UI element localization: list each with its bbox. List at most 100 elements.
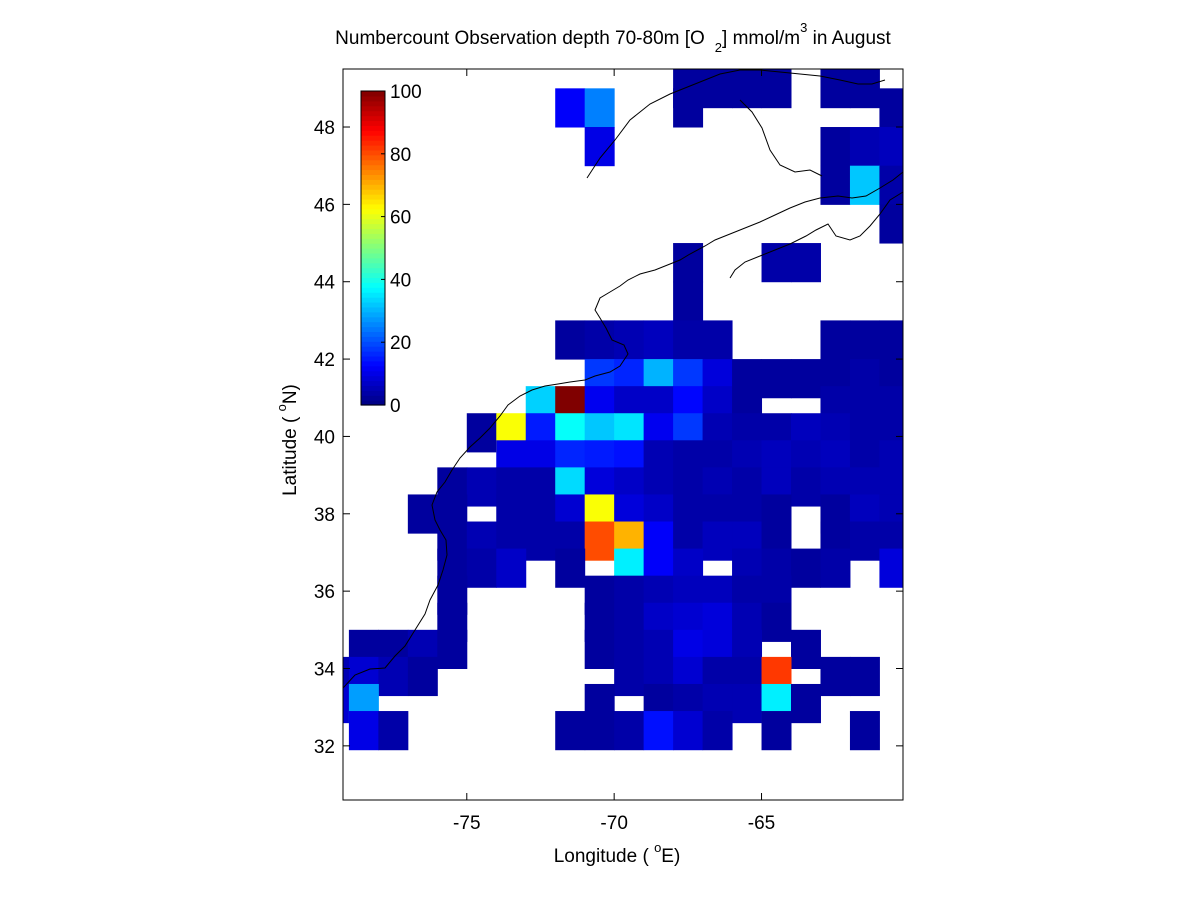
colorbar-segment xyxy=(361,360,385,367)
y-tick-label: 42 xyxy=(314,350,335,371)
heatmap-cells xyxy=(343,69,904,751)
y-tick-label: 32 xyxy=(314,737,335,758)
colorbar-segment xyxy=(361,292,385,298)
colorbar-segment xyxy=(361,228,385,234)
colorbar-segment xyxy=(361,243,385,249)
heatmap-cell xyxy=(584,127,615,167)
x-tick-label: -75 xyxy=(453,813,480,834)
heatmap-cell xyxy=(407,494,438,534)
coastline-southeast xyxy=(342,171,904,689)
colorbar-segment xyxy=(361,395,385,401)
plot-area: -75 -70 -65 32 34 36 38 40 42 44 46 48 xyxy=(314,68,904,834)
heatmap-cell xyxy=(820,320,851,360)
colorbar-segment xyxy=(361,390,385,396)
heatmap-cell xyxy=(820,127,851,167)
colorbar-segment xyxy=(361,174,385,180)
colorbar-segment xyxy=(361,218,385,225)
colorbar-segment xyxy=(361,326,385,333)
colorbar: 0 20 40 60 80 100 xyxy=(360,82,422,417)
colorbar-segment xyxy=(361,287,385,293)
y-tick-label: 48 xyxy=(314,118,335,139)
heatmap-cell xyxy=(466,413,497,453)
colorbar-segment xyxy=(361,91,385,97)
colorbar-segment xyxy=(361,316,385,323)
heatmap-cell xyxy=(879,204,904,244)
colorbar-segment xyxy=(361,164,385,171)
heatmap-cell xyxy=(614,711,645,751)
heatmap-cell xyxy=(496,548,527,588)
heatmap-cell xyxy=(673,281,704,321)
colorbar-segment xyxy=(361,144,385,151)
colorbar-segment xyxy=(361,130,385,136)
heatmap-cell xyxy=(614,320,645,360)
colorbar-segment xyxy=(361,233,385,239)
heatmap-cell xyxy=(584,88,615,128)
chart-title: Numbercount Observation depth 70-80m [O 2… xyxy=(335,20,891,55)
heatmap-cell xyxy=(555,711,586,751)
y-axis-ticks: 32 34 36 38 40 42 44 46 48 xyxy=(314,118,903,758)
heatmap-cell xyxy=(378,711,409,751)
heatmap-cell xyxy=(761,359,792,399)
y-axis-label: Latitude ( oN) xyxy=(274,384,301,496)
colorbar-segment xyxy=(361,189,385,195)
colorbar-segment xyxy=(361,100,385,107)
heatmap-cell xyxy=(820,69,851,109)
heatmap-cell xyxy=(643,711,674,751)
colorbar-segment xyxy=(361,370,385,377)
colorbar-segment xyxy=(361,184,385,190)
colorbar-segment xyxy=(361,115,385,122)
colorbar-tick-label: 100 xyxy=(390,82,422,103)
heatmap-cell xyxy=(761,711,792,751)
colorbar-segment xyxy=(361,267,385,274)
colorbar-segment xyxy=(361,336,385,342)
heatmap-cell xyxy=(466,467,497,507)
heatmap-cell xyxy=(555,320,586,360)
colorbar-segment xyxy=(361,351,385,357)
heatmap-cell xyxy=(820,656,851,697)
colorbar-tick-label: 60 xyxy=(390,208,411,229)
x-tick-label: -70 xyxy=(600,813,627,834)
coastline-gulf-stlawrence xyxy=(586,69,886,179)
colorbar-segment xyxy=(361,154,385,161)
colorbar-segment xyxy=(361,321,385,328)
heatmap-cell xyxy=(791,683,821,724)
colorbar-segment xyxy=(361,311,385,318)
colorbar-segment xyxy=(361,375,385,382)
coastline-north xyxy=(729,191,904,279)
heatmap-cell xyxy=(555,88,586,128)
colorbar-tick-label: 40 xyxy=(390,270,411,291)
heatmap-cell xyxy=(525,521,556,561)
heatmap-cell xyxy=(732,69,763,109)
colorbar-segment xyxy=(361,110,385,117)
colorbar-segment xyxy=(361,331,385,337)
colorbar-segment xyxy=(361,365,385,372)
colorbar-segment xyxy=(361,159,385,166)
y-tick-label: 46 xyxy=(314,195,335,216)
heatmap-cell xyxy=(879,548,904,588)
heatmap-cell xyxy=(407,656,438,697)
axes-frame xyxy=(342,68,904,801)
colorbar-segment xyxy=(361,346,385,352)
colorbar-tick-label: 0 xyxy=(390,396,401,417)
x-axis-label: Longitude ( oE) xyxy=(554,840,681,867)
heatmap-cell xyxy=(702,69,733,109)
heatmap-cell xyxy=(791,629,821,669)
colorbar-segment xyxy=(361,297,385,303)
heatmap-cell xyxy=(849,69,880,109)
heatmap-cell xyxy=(702,521,733,561)
heatmap-cell xyxy=(343,683,350,724)
heatmap-cell xyxy=(849,165,880,205)
heatmap-cell xyxy=(791,243,821,283)
colorbar-segment xyxy=(361,203,385,210)
colorbar-segment xyxy=(361,248,385,254)
colorbar-segment xyxy=(361,277,385,283)
heatmap-cell xyxy=(584,320,615,360)
heatmap-cell xyxy=(761,69,792,109)
colorbar-segment xyxy=(361,262,385,269)
heatmap-cell xyxy=(614,656,645,697)
heatmap-cell xyxy=(849,521,880,561)
colorbar-segment xyxy=(361,341,385,347)
heatmap-cell xyxy=(849,320,880,360)
y-tick-label: 38 xyxy=(314,505,335,526)
